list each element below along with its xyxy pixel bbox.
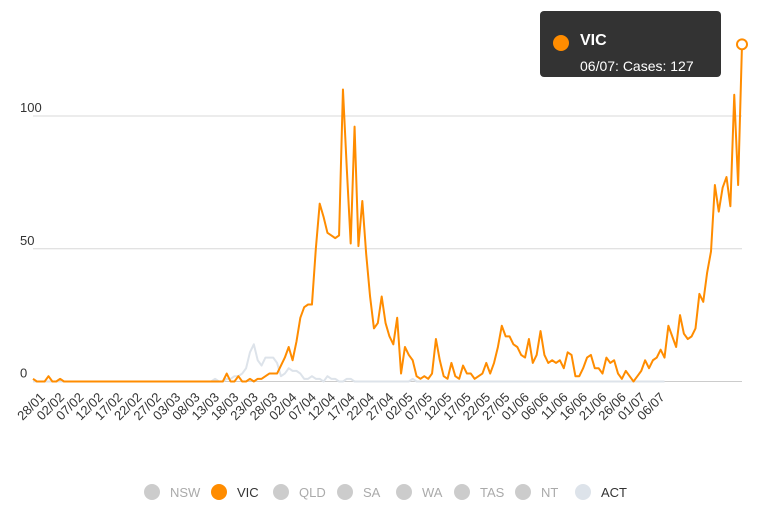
legend-item-sa[interactable]: SA [337, 484, 381, 500]
tooltip-title: VIC [580, 32, 607, 49]
legend-label: WA [422, 485, 443, 500]
legend-marker [337, 484, 353, 500]
legend-marker [144, 484, 160, 500]
legend-item-qld[interactable]: QLD [273, 484, 326, 500]
series-line-vic [32, 44, 743, 383]
y-tick-label: 0 [20, 366, 27, 381]
y-axis-labels: 0 50 100 [20, 100, 42, 381]
legend-label: TAS [480, 485, 505, 500]
legend-marker [396, 484, 412, 500]
tooltip-series-dot [553, 35, 569, 51]
legend-label: NT [541, 485, 558, 500]
legend-marker [454, 484, 470, 500]
legend-label: QLD [299, 485, 326, 500]
legend: NSW VIC QLD SA WA TAS NT ACT [144, 484, 627, 500]
legend-item-act[interactable]: ACT [575, 484, 627, 500]
tooltip-text: 06/07: Cases: 127 [580, 58, 694, 74]
legend-item-nsw[interactable]: NSW [144, 484, 201, 500]
legend-item-nt[interactable]: NT [515, 484, 558, 500]
legend-item-vic[interactable]: VIC [211, 484, 259, 500]
legend-marker [211, 484, 227, 500]
legend-label: SA [363, 485, 381, 500]
legend-marker [273, 484, 289, 500]
plot-area [32, 38, 748, 383]
series-line-act [33, 343, 665, 383]
legend-label: ACT [601, 485, 627, 500]
hover-point-marker[interactable] [736, 38, 748, 51]
legend-label: NSW [170, 485, 201, 500]
tooltip: VIC 06/07: Cases: 127 [540, 11, 721, 77]
legend-marker [515, 484, 531, 500]
x-axis-labels: 28/0102/0207/0212/0217/0222/0227/0203/03… [14, 390, 668, 424]
y-tick-label: 50 [20, 233, 34, 248]
legend-item-tas[interactable]: TAS [454, 484, 505, 500]
legend-item-wa[interactable]: WA [396, 484, 443, 500]
legend-label: VIC [237, 485, 259, 500]
y-tick-label: 100 [20, 100, 42, 115]
grid [33, 115, 742, 382]
legend-marker [575, 484, 591, 500]
